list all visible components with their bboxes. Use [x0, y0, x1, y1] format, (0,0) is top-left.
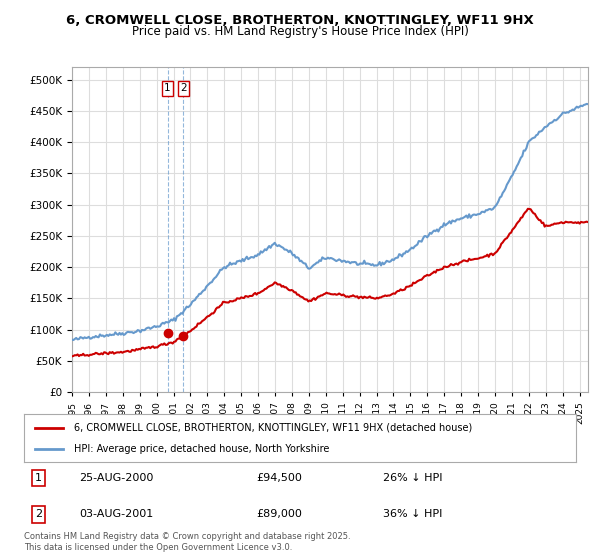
- Text: 26% ↓ HPI: 26% ↓ HPI: [383, 473, 442, 483]
- Text: 6, CROMWELL CLOSE, BROTHERTON, KNOTTINGLEY, WF11 9HX: 6, CROMWELL CLOSE, BROTHERTON, KNOTTINGL…: [66, 14, 534, 27]
- Text: £94,500: £94,500: [256, 473, 302, 483]
- Text: 36% ↓ HPI: 36% ↓ HPI: [383, 509, 442, 519]
- Text: 1: 1: [164, 83, 171, 94]
- Text: 03-AUG-2001: 03-AUG-2001: [79, 509, 154, 519]
- Text: 2: 2: [180, 83, 187, 94]
- Text: Price paid vs. HM Land Registry's House Price Index (HPI): Price paid vs. HM Land Registry's House …: [131, 25, 469, 38]
- Text: 2: 2: [35, 509, 42, 519]
- Text: Contains HM Land Registry data © Crown copyright and database right 2025.
This d: Contains HM Land Registry data © Crown c…: [24, 532, 350, 552]
- Text: 6, CROMWELL CLOSE, BROTHERTON, KNOTTINGLEY, WF11 9HX (detached house): 6, CROMWELL CLOSE, BROTHERTON, KNOTTINGL…: [74, 423, 472, 433]
- Text: 25-AUG-2000: 25-AUG-2000: [79, 473, 154, 483]
- Text: £89,000: £89,000: [256, 509, 302, 519]
- Text: 1: 1: [35, 473, 42, 483]
- Text: HPI: Average price, detached house, North Yorkshire: HPI: Average price, detached house, Nort…: [74, 444, 329, 454]
